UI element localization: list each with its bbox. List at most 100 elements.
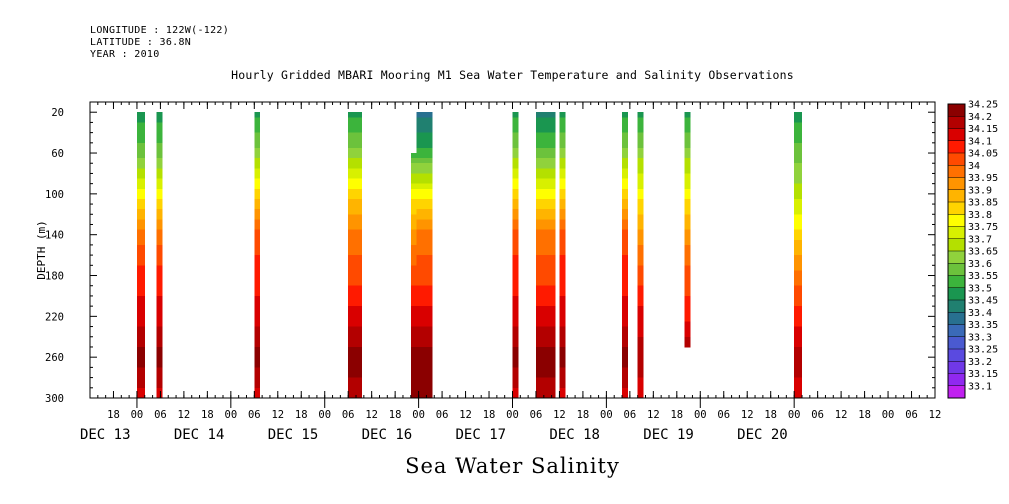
data-cell: [410, 193, 417, 200]
data-cell: [254, 239, 261, 246]
data-cell: [622, 275, 628, 282]
data-cell: [684, 234, 691, 241]
colorbar-label: 33.2: [968, 357, 992, 368]
x-tick-label: 06: [248, 409, 261, 421]
data-cell: [156, 147, 163, 154]
x-tick-label: 12: [365, 409, 378, 421]
data-cell: [136, 229, 145, 236]
data-cell: [254, 336, 261, 343]
data-cell: [684, 168, 691, 174]
data-cell: [535, 270, 556, 277]
data-cell: [254, 270, 261, 277]
data-cell: [559, 270, 566, 277]
data-cell: [512, 250, 519, 256]
data-cell: [348, 173, 362, 180]
data-cell: [410, 188, 417, 195]
data-cell: [254, 122, 261, 129]
data-cell: [156, 270, 163, 277]
data-cell: [637, 158, 644, 164]
year-label: YEAR : 2010: [90, 49, 160, 60]
data-cell: [637, 255, 644, 261]
data-cell: [637, 178, 644, 185]
data-cell: [622, 382, 628, 389]
data-cell: [559, 188, 566, 195]
colorbar-swatch: [948, 263, 965, 276]
data-cell: [348, 229, 362, 236]
data-cell: [416, 234, 433, 241]
data-cell: [637, 321, 644, 328]
data-cell: [622, 219, 628, 225]
colorbar-swatch: [948, 104, 965, 117]
data-cell: [512, 255, 519, 261]
x-tick-label: 12: [271, 409, 284, 421]
data-cell: [684, 147, 691, 154]
data-cell: [535, 153, 556, 159]
data-cell: [512, 321, 519, 328]
data-cell: [156, 209, 163, 215]
data-cell: [156, 250, 163, 256]
data-cell: [559, 326, 566, 333]
data-cell: [410, 260, 417, 266]
data-cell: [512, 178, 519, 185]
data-cell: [254, 260, 261, 266]
data-cell: [559, 137, 566, 144]
data-cell: [254, 372, 261, 379]
data-cell: [410, 239, 417, 246]
y-tick-label: 100: [45, 189, 64, 201]
data-cell: [684, 112, 691, 118]
x-tick-label: 12: [647, 409, 660, 421]
data-cell: [410, 285, 417, 292]
data-cell: [410, 362, 417, 368]
data-cell: [535, 183, 556, 190]
colorbar-label: 33.7: [968, 234, 992, 245]
data-cell: [637, 372, 644, 379]
y-tick-label: 140: [45, 230, 64, 242]
data-cell: [535, 372, 556, 379]
data-cell: [512, 142, 519, 149]
data-cell: [684, 250, 691, 256]
data-cell: [348, 183, 362, 190]
data-cell: [559, 244, 566, 251]
data-cell: [136, 153, 145, 159]
data-cell: [156, 260, 163, 266]
data-cell: [535, 301, 556, 307]
data-cell: [684, 224, 691, 231]
data-cell: [559, 193, 566, 200]
data-cell: [156, 255, 163, 261]
data-column-9: [622, 112, 628, 399]
data-cell: [348, 250, 362, 256]
data-cell: [348, 377, 362, 384]
data-cell: [637, 204, 644, 210]
x-tick-label: 00: [318, 409, 331, 421]
data-cell: [535, 255, 556, 261]
data-cell: [512, 214, 519, 220]
x-tick-label: 06: [154, 409, 167, 421]
data-cell: [348, 346, 362, 353]
data-cell: [156, 112, 163, 118]
colorbar-swatch: [948, 275, 965, 289]
data-cell: [512, 367, 519, 373]
colorbar-swatch: [948, 287, 965, 301]
data-cell: [559, 163, 566, 169]
data-cell: [410, 153, 417, 159]
data-cell: [622, 346, 628, 353]
data-cell: [559, 239, 566, 246]
x-tick-label: 12: [553, 409, 566, 421]
data-cell: [348, 255, 362, 261]
data-cell: [637, 250, 644, 256]
data-cell: [622, 352, 628, 358]
data-cell: [535, 229, 556, 236]
data-cell: [622, 224, 628, 231]
data-column-7: [535, 112, 556, 399]
data-cell: [410, 382, 417, 389]
data-cell: [156, 188, 163, 195]
data-cell: [637, 122, 644, 129]
colorbar-label: 33.3: [968, 332, 992, 343]
data-cell: [416, 255, 433, 261]
x-tick-label: 00: [600, 409, 613, 421]
data-cell: [136, 193, 145, 200]
data-cell: [535, 142, 556, 149]
data-cell: [794, 198, 802, 205]
data-cell: [622, 178, 628, 185]
data-cell: [512, 173, 519, 180]
